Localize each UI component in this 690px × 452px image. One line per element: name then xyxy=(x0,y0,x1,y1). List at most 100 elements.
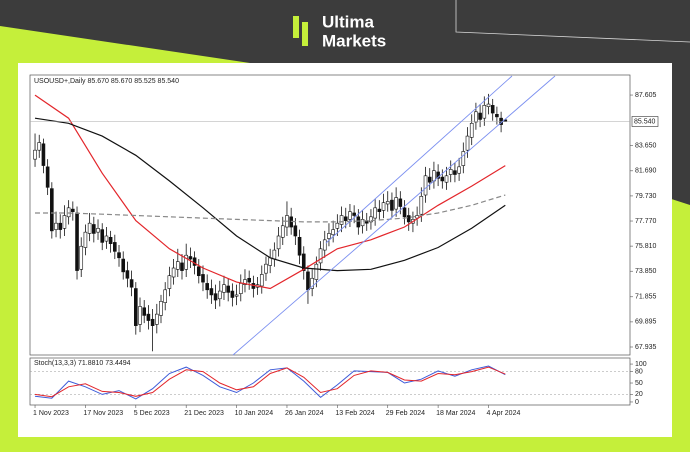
candle-body xyxy=(327,233,331,239)
candle-body xyxy=(155,313,159,325)
moving-average xyxy=(34,94,506,290)
candle-body xyxy=(79,245,84,270)
candle-body xyxy=(75,212,79,271)
plot: 87.605 83.650 81.690 79.730 77.770 75.810 73.8… xyxy=(30,92,659,417)
candle-body xyxy=(335,222,340,229)
candle-body xyxy=(318,248,323,264)
x-tick-label: 13 Feb 2024 xyxy=(335,410,374,417)
candle-body xyxy=(66,207,71,218)
x-tick-label: 4 Apr 2024 xyxy=(487,410,521,417)
candle-body xyxy=(272,249,277,260)
candle-body xyxy=(457,166,461,174)
main-frame xyxy=(29,74,631,356)
candle-body xyxy=(196,266,201,277)
candle-body xyxy=(301,253,306,271)
channel-line xyxy=(232,75,556,356)
decoration-line xyxy=(455,0,690,43)
candle-body xyxy=(37,142,42,151)
candle-body xyxy=(62,215,67,229)
candle-body xyxy=(310,277,314,289)
y-tick-label: 75.810 xyxy=(635,243,657,250)
osc-tick-label: 0 xyxy=(635,399,639,406)
candle-body xyxy=(192,257,197,266)
candle-body xyxy=(453,170,457,175)
candle-body xyxy=(385,201,390,205)
oscillator-frame xyxy=(29,357,631,406)
logo-icon xyxy=(302,22,308,46)
candle-body xyxy=(432,170,436,182)
candle-body xyxy=(83,231,88,248)
x-tick-label: 17 Nov 2023 xyxy=(83,410,123,417)
logo-text: Ultima xyxy=(322,12,375,31)
candle-body xyxy=(469,122,474,138)
y-tick-label: 81.690 xyxy=(635,168,657,175)
candle-body xyxy=(369,216,373,223)
candle-body xyxy=(159,301,163,316)
candle-body xyxy=(419,195,424,215)
candle-body xyxy=(58,222,63,230)
y-tick-label: 83.650 xyxy=(635,143,657,150)
candle-body xyxy=(348,211,352,220)
candle-body xyxy=(444,175,449,183)
candle-body xyxy=(306,271,310,291)
candle-body xyxy=(398,198,403,207)
candle-body xyxy=(117,252,121,259)
candle-body xyxy=(175,261,180,270)
candle-body xyxy=(293,225,298,237)
candle-body xyxy=(50,188,54,232)
candle-body xyxy=(390,199,394,211)
candle-body xyxy=(427,176,432,183)
candle-body xyxy=(142,307,147,316)
candle-body xyxy=(213,293,218,301)
candle-body xyxy=(129,279,134,288)
candle-body xyxy=(297,236,302,256)
candle-body xyxy=(243,279,247,285)
oscillator-title: Stoch(13,3,3) 71.8810 73.4494 xyxy=(34,360,131,367)
candle-body xyxy=(238,283,243,294)
y-tick-label: 79.730 xyxy=(635,193,657,200)
candle-body xyxy=(436,171,440,179)
candle-body xyxy=(180,262,184,271)
y-tick-label: 87.605 xyxy=(635,92,657,99)
candle-body xyxy=(247,277,251,283)
candle-body xyxy=(314,263,319,280)
candle-body xyxy=(356,216,361,228)
candle-body xyxy=(440,176,445,182)
x-tick-label: 18 Mar 2024 xyxy=(436,410,475,417)
x-tick-label: 1 Nov 2023 xyxy=(33,410,69,417)
moving-average xyxy=(35,194,506,223)
logo-text: Markets xyxy=(322,31,386,50)
candle-body xyxy=(41,143,46,166)
candle-body xyxy=(373,207,377,219)
candle-body xyxy=(478,112,482,120)
candle-body xyxy=(163,289,167,303)
candle-body xyxy=(209,288,214,296)
candle-body xyxy=(150,318,155,326)
candle-body xyxy=(377,208,382,212)
logo-icon xyxy=(293,16,299,38)
candle-body xyxy=(100,229,105,243)
y-tick-label: 77.770 xyxy=(635,218,657,225)
candle-body xyxy=(268,257,272,266)
candle-body xyxy=(339,215,344,225)
candle-body xyxy=(230,290,235,298)
candle-body xyxy=(322,239,327,251)
channel-line xyxy=(325,75,513,244)
candle-body xyxy=(125,270,130,279)
candle-body xyxy=(134,288,138,326)
candle-body xyxy=(92,224,96,234)
candle-body xyxy=(104,235,109,242)
candle-body xyxy=(121,258,126,273)
osc-tick-label: 100 xyxy=(635,361,647,368)
candle-body xyxy=(87,222,92,234)
candle-body xyxy=(402,207,407,218)
candle-body xyxy=(394,197,398,210)
candle-body xyxy=(226,285,230,293)
x-tick-label: 26 Jan 2024 xyxy=(285,410,324,417)
osc-tick-label: 20 xyxy=(635,391,643,398)
y-tick-label: 71.855 xyxy=(635,294,657,301)
candle-body xyxy=(217,290,222,300)
candle-body xyxy=(205,283,209,291)
candle-body xyxy=(448,169,453,175)
